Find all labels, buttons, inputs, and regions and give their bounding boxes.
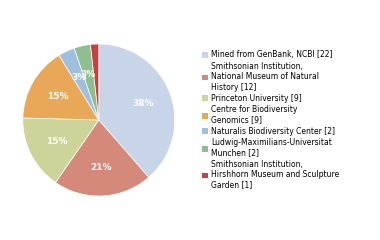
Text: 38%: 38% (132, 99, 154, 108)
Text: 15%: 15% (46, 137, 68, 146)
Wedge shape (90, 44, 99, 120)
Wedge shape (55, 120, 149, 196)
Wedge shape (74, 44, 99, 120)
Wedge shape (59, 48, 99, 120)
Wedge shape (23, 118, 99, 182)
Text: 21%: 21% (91, 162, 112, 172)
Wedge shape (99, 44, 175, 177)
Legend: Mined from GenBank, NCBI [22], Smithsonian Institution,
National Museum of Natur: Mined from GenBank, NCBI [22], Smithsoni… (201, 50, 340, 190)
Text: 3%: 3% (81, 70, 96, 78)
Text: 15%: 15% (47, 92, 69, 101)
Wedge shape (23, 55, 99, 120)
Text: 3%: 3% (71, 73, 86, 82)
